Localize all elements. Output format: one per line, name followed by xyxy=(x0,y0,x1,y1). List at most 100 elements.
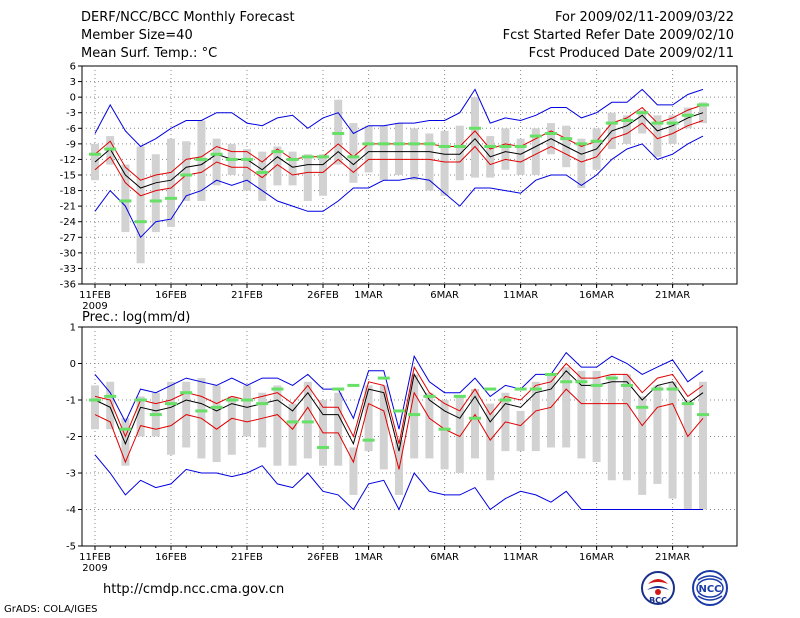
temp-observed-mark xyxy=(484,144,497,148)
prec-observed-mark xyxy=(347,383,360,387)
prec-min-line xyxy=(94,454,703,511)
temp-range-box xyxy=(653,115,662,157)
prec-range-box xyxy=(440,400,449,470)
temp-xtick-label: 11MAR xyxy=(503,290,538,301)
temp-observed-mark xyxy=(499,144,512,148)
prec-observed-mark xyxy=(393,409,405,413)
prec-range-box xyxy=(167,381,175,455)
prec-upper-line xyxy=(94,362,704,444)
source-url[interactable]: http://cmdp.ncc.cma.gov.cn xyxy=(103,582,285,597)
temp-range-box xyxy=(258,151,267,201)
temp-observed-mark xyxy=(423,142,436,146)
temp-range-box xyxy=(440,130,449,196)
temp-range-box xyxy=(288,151,297,186)
ncc-logo-text: NCC xyxy=(698,584,721,595)
prec-observed-mark xyxy=(605,376,618,380)
temp-ytick-label: -9 xyxy=(66,139,76,150)
prec-observed-mark xyxy=(317,445,329,449)
temp-observed-mark xyxy=(514,144,527,148)
prec-observed-mark xyxy=(499,398,512,402)
temp-range-box xyxy=(379,125,388,181)
temp-range-box xyxy=(501,128,510,170)
prec-xtick-label: 11MAR xyxy=(503,552,538,563)
temp-range-box xyxy=(349,123,358,183)
temp-xtick-label: 16FEB xyxy=(155,290,187,301)
prec-range-box xyxy=(577,370,586,459)
temp-observed-mark xyxy=(636,111,649,115)
temp-observed-mark xyxy=(241,157,253,161)
temp-observed-mark xyxy=(286,157,299,161)
temp-range-box xyxy=(273,146,282,186)
grads-credit: GrADS: COLA/IGES xyxy=(4,604,98,615)
temp-min-line xyxy=(94,135,704,239)
prec-range-box xyxy=(607,374,616,481)
temp-observed-mark xyxy=(104,147,117,151)
prec-range-box xyxy=(653,385,662,484)
prec-observed-mark xyxy=(514,387,527,391)
prec-observed-mark xyxy=(134,398,147,402)
prec-range-box xyxy=(668,381,677,499)
prec-observed-mark xyxy=(545,372,557,376)
temperature-panel: 6 3 0 -3 -6 -9 -12 -15 -18 -21 -24 -27 -30 -33 -3611FE… xyxy=(60,62,738,312)
temp-observed-mark xyxy=(393,142,405,146)
prec-range-box xyxy=(455,396,464,473)
temp-observed-mark xyxy=(621,119,633,122)
prec-observed-mark xyxy=(195,409,208,413)
prec-observed-mark xyxy=(484,387,497,391)
prec-observed-mark xyxy=(575,380,588,384)
prec-range-box xyxy=(227,396,236,455)
temp-ytick-label: -15 xyxy=(60,171,76,182)
prec-range-box xyxy=(243,385,251,437)
ncc-logo-icon: NCC xyxy=(692,570,728,606)
prec-xtick-label: 21MAR xyxy=(655,552,690,563)
temp-observed-mark xyxy=(195,157,208,161)
temp-range-box xyxy=(668,115,677,144)
temp-observed-mark xyxy=(256,170,269,174)
temp-ytick-label: 0 xyxy=(70,93,76,104)
temp-ytick-label: -24 xyxy=(60,217,76,228)
prec-range-box xyxy=(699,381,707,510)
prec-range-box xyxy=(486,403,495,481)
temp-range-box xyxy=(121,164,130,233)
prec-range-box xyxy=(638,396,647,495)
fcst-started-label: Fcst Started Refer Date 2009/02/10 xyxy=(502,28,734,43)
precipitation-variable-label: Prec.: log(mm/d) xyxy=(82,310,191,325)
temp-observed-mark xyxy=(362,142,375,146)
temp-ytick-label: -12 xyxy=(60,155,76,166)
bcc-logo-icon: BCC xyxy=(641,571,675,605)
prec-observed-mark xyxy=(225,398,238,402)
temp-ytick-label: -33 xyxy=(60,264,76,275)
temp-ytick-label: -30 xyxy=(60,248,76,259)
temp-observed-mark xyxy=(560,137,573,141)
temp-observed-mark xyxy=(89,152,101,156)
temp-range-box xyxy=(303,154,312,201)
prec-ytick-label: -2 xyxy=(66,432,76,443)
temp-range-box xyxy=(425,133,434,191)
temp-ytick-label: -27 xyxy=(60,233,76,244)
temp-range-box xyxy=(531,128,540,175)
temp-ytick-label: -21 xyxy=(60,202,76,213)
prec-observed-mark xyxy=(241,398,253,402)
temp-xtick-label: 11FEB xyxy=(79,290,111,301)
prec-range-box xyxy=(547,374,555,448)
prec-xtick-label: 16MAR xyxy=(579,552,614,563)
prec-observed-mark xyxy=(651,387,664,391)
temp-ytick-label: 6 xyxy=(70,62,76,73)
temperature-variable-label: Mean Surf. Temp.: °C xyxy=(81,46,218,61)
fcst-produced-label: Fcst Produced Date 2009/02/11 xyxy=(528,46,734,61)
temp-ytick-label: 3 xyxy=(70,77,76,88)
temp-xtick-label: 6MAR xyxy=(430,290,459,301)
prec-observed-mark xyxy=(590,383,603,387)
prec-year-label: 2009 xyxy=(82,563,107,574)
temp-observed-mark xyxy=(332,131,345,135)
prec-observed-mark xyxy=(104,394,117,398)
temp-observed-mark xyxy=(590,139,603,143)
prec-observed-mark xyxy=(453,394,466,398)
temp-range-box xyxy=(455,125,464,181)
temp-mean-line xyxy=(94,112,704,189)
prec-observed-mark xyxy=(210,405,223,409)
prec-ytick-label: -3 xyxy=(66,469,76,480)
temp-observed-mark xyxy=(529,134,542,138)
